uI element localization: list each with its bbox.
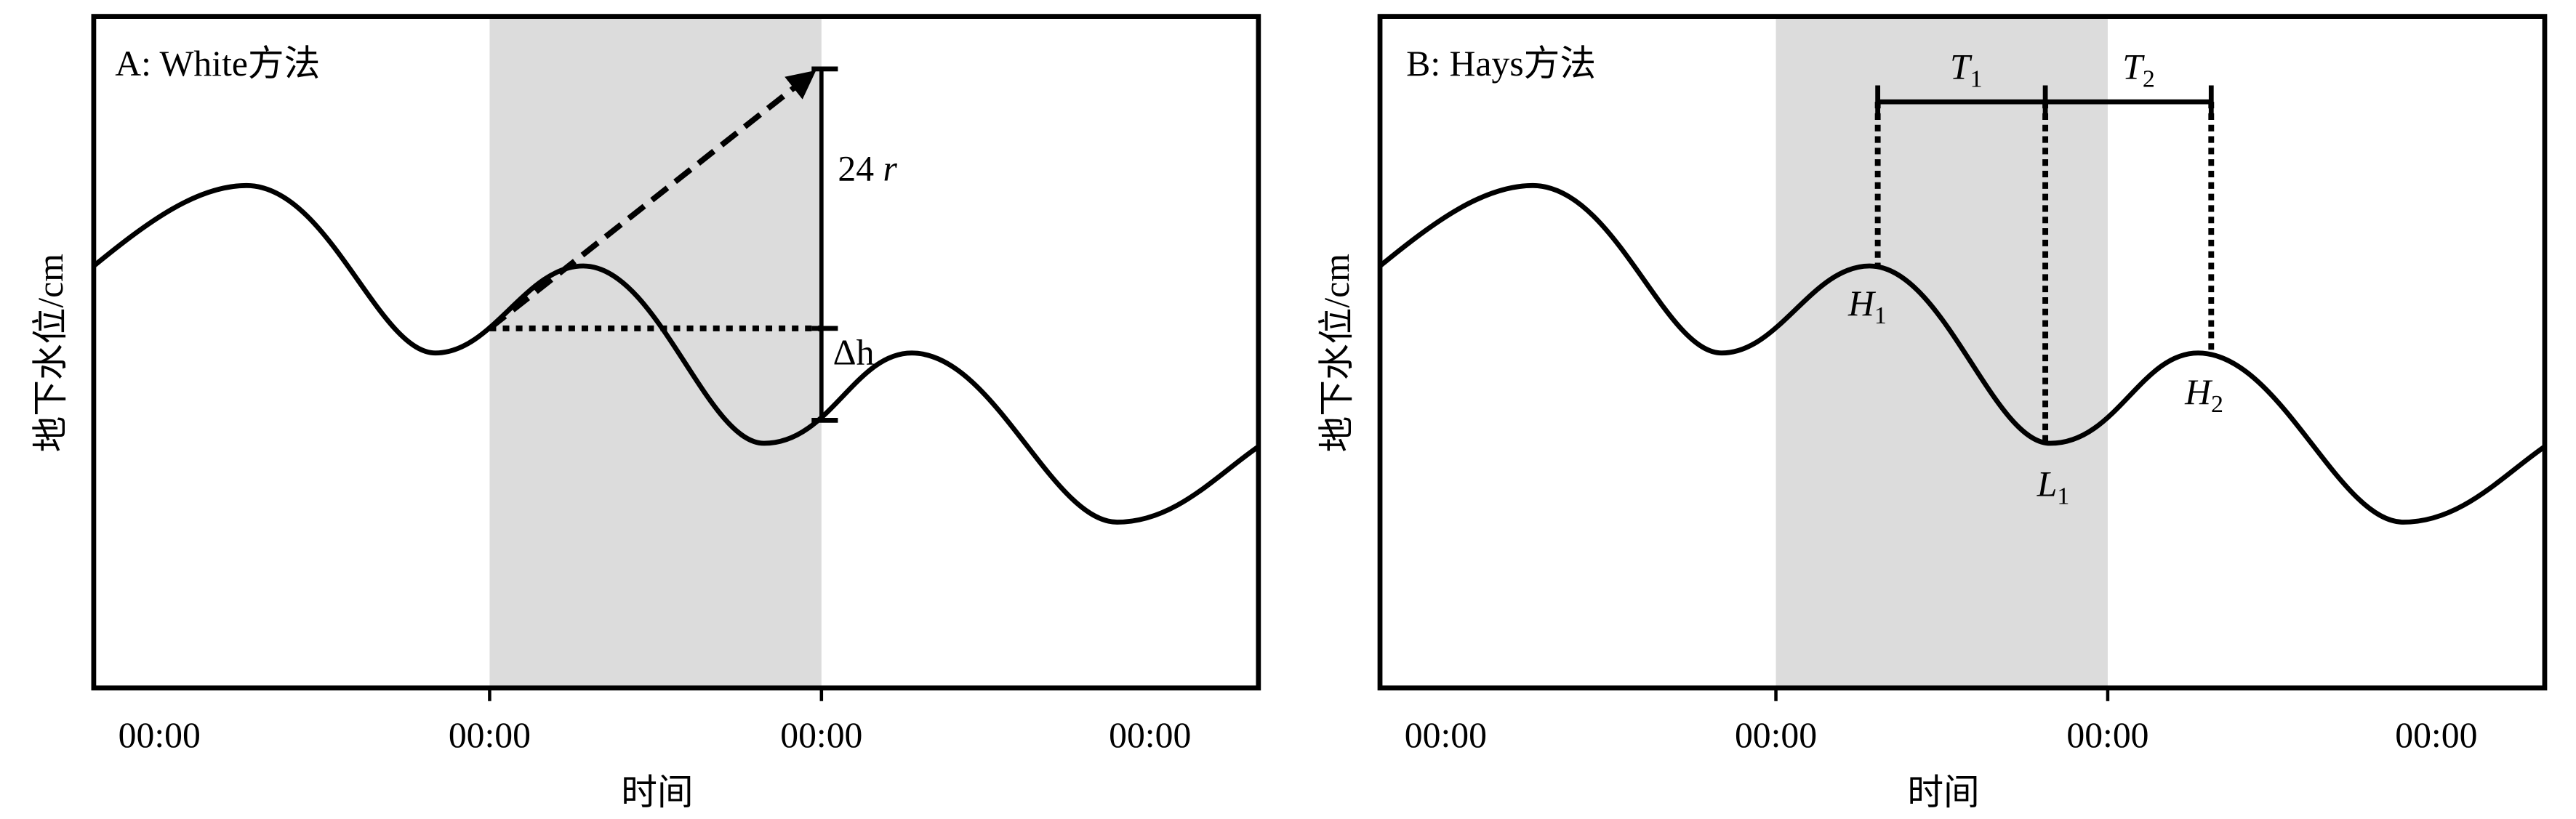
subscript: 1 <box>1970 66 1983 93</box>
x-tick-label: 00:00 <box>1109 715 1191 755</box>
subscript: 2 <box>2143 66 2155 93</box>
rise-arrow <box>487 70 816 331</box>
x-tick-label: 00:00 <box>2395 715 2477 755</box>
x-axis-label: 时间 <box>621 772 693 812</box>
y-axis-label: 地下水位/cm <box>31 254 71 452</box>
panel-label: B: Hays方法 <box>1406 44 1596 84</box>
x-tick-label: 00:00 <box>780 715 862 755</box>
symbol: T <box>1950 47 1973 86</box>
panel-a: 24 r Δh A: White方法 00:00 00:00 00:00 00:… <box>31 14 1261 812</box>
rise-number: 24 <box>838 149 874 189</box>
rise-var: r <box>883 149 898 189</box>
subscript: 1 <box>2057 483 2069 510</box>
delta-label: Δh <box>833 333 875 373</box>
panel-label: A: White方法 <box>115 44 320 84</box>
x-tick-label: 00:00 <box>2066 715 2148 755</box>
symbol: H <box>1847 283 1877 323</box>
water-level-curve <box>92 182 1260 525</box>
symbol: H <box>2184 372 2213 412</box>
point-label: L1 <box>2037 464 2070 509</box>
x-ticks: 00:00 00:00 00:00 00:00 <box>119 687 1191 755</box>
frame <box>91 14 1261 691</box>
period-label: T2 <box>2122 47 2155 92</box>
frame <box>1377 14 2548 691</box>
symbol: T <box>2122 47 2145 86</box>
panel-b: T1 T2 H1 L1 H2 B: Hays方法 00:00 00:00 00:… <box>1317 14 2548 812</box>
y-axis-label: 地下水位/cm <box>1317 254 1357 452</box>
rise-label: 24 r <box>838 149 897 189</box>
x-tick-label: 00:00 <box>1405 715 1487 755</box>
x-axis-label: 时间 <box>1907 772 1979 812</box>
point-label: H2 <box>2184 372 2223 418</box>
point-label: H1 <box>1847 283 1887 329</box>
symbol: L <box>2037 464 2058 504</box>
x-tick-label: 00:00 <box>1735 715 1817 755</box>
period-label: T1 <box>1950 47 1983 92</box>
day-shade <box>489 16 822 688</box>
subscript: 2 <box>2211 391 2223 418</box>
day-shade <box>1775 16 2108 688</box>
x-ticks: 00:00 00:00 00:00 00:00 <box>1405 687 2477 755</box>
subscript: 1 <box>1874 302 1887 329</box>
x-tick-label: 00:00 <box>449 715 531 755</box>
x-tick-label: 00:00 <box>119 715 201 755</box>
water-level-curve <box>1378 182 2546 525</box>
